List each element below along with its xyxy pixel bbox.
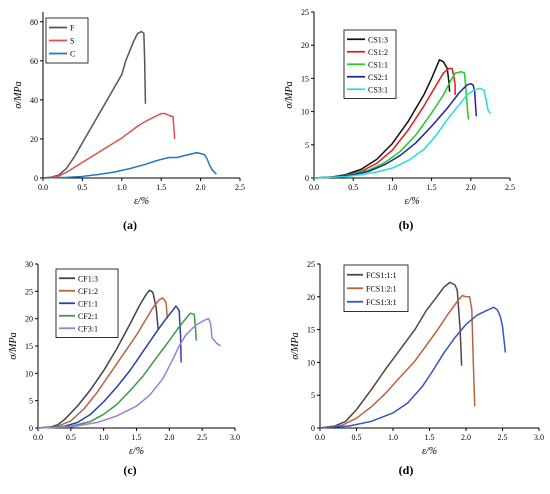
legend-label: FCS1:2:1: [366, 284, 397, 293]
y-tick-label: 60: [30, 57, 38, 66]
y-tick-label: 20: [30, 135, 38, 144]
x-tick-label: 0.5: [77, 183, 87, 192]
x-tick-label: 3.0: [230, 433, 240, 442]
panel-caption: (d): [399, 463, 414, 477]
legend-label: C: [70, 50, 75, 59]
legend-label: CS1:2: [368, 48, 388, 57]
y-tick-label: 20: [307, 293, 315, 302]
legend-label: CF1:1: [78, 299, 98, 308]
y-tick-label: 0: [34, 174, 38, 183]
x-axis-label: ε/%: [129, 446, 144, 457]
x-tick-label: 1.0: [99, 433, 109, 442]
series-line-cs1-1: [313, 71, 470, 179]
y-tick-label: 5: [311, 391, 315, 400]
y-axis-label: σ/MPa: [284, 81, 295, 108]
y-tick-label: 5: [305, 141, 309, 150]
y-tick-label: 20: [25, 315, 33, 324]
y-tick-label: 30: [25, 260, 33, 269]
series-line-cf3-1: [37, 317, 221, 429]
legend-label: CS1:1: [368, 60, 388, 69]
x-axis-label: ε/%: [422, 446, 437, 457]
x-tick-label: 2.5: [498, 433, 508, 442]
x-tick-label: 2.5: [505, 183, 515, 192]
x-tick-label: 1.0: [388, 433, 398, 442]
x-tick-label: 0.5: [352, 433, 362, 442]
legend-label: CF1:3: [78, 274, 98, 283]
series-line-f: [42, 30, 147, 179]
series-line-cs3-1: [313, 87, 492, 179]
x-tick-label: 2.0: [466, 183, 476, 192]
x-tick-label: 1.0: [117, 183, 127, 192]
y-tick-label: 0: [29, 424, 33, 433]
legend-label: CF1:2: [78, 287, 98, 296]
x-tick-label: 1.0: [387, 183, 397, 192]
panel-b: 0.0 0.5 1.0 1.5 2.0 2.5 0 5 10 15 20 25 ε/% σ/MPa CS1:…: [284, 8, 515, 232]
legend-label: F: [70, 24, 75, 33]
x-tick-label: 0.5: [348, 183, 358, 192]
x-tick-label: 3.0: [534, 433, 544, 442]
x-tick-label: 2.0: [196, 183, 206, 192]
series-line-fcs1-1-1: [319, 281, 463, 429]
legend-label: FCS1:1:1: [366, 271, 397, 280]
legend-label: S: [70, 37, 74, 46]
y-tick-label: 15: [301, 74, 309, 83]
series-line-cf1-3: [37, 289, 159, 429]
x-tick-label: 1.5: [427, 183, 437, 192]
x-tick-label: 2.0: [164, 433, 174, 442]
series-line-cs1-3: [313, 59, 451, 179]
x-tick-label: 0.0: [309, 183, 319, 192]
legend-label: CF3:1: [78, 324, 98, 333]
y-tick-label: 25: [307, 260, 315, 269]
x-tick-label: 2.5: [197, 433, 207, 442]
series-line-fcs1-3-1: [319, 306, 507, 429]
series-line-fcs1-2-1: [319, 294, 476, 429]
y-tick-label: 0: [305, 174, 309, 183]
x-tick-label: 2.5: [235, 183, 245, 192]
y-axis-label: σ/MPa: [290, 332, 301, 359]
series-line-cf1-2: [37, 297, 169, 429]
x-tick-label: 0.0: [38, 183, 48, 192]
series-line-cf2-1: [37, 312, 198, 429]
panel-a: 0.0 0.5 1.0 1.5 2.0 2.5 0 20 40 60 80 ε/% σ/MPa FSC (a…: [13, 12, 245, 232]
series-line-c: [42, 151, 217, 179]
legend-label: CS3:1: [368, 85, 388, 94]
panel-c: 0.0 0.5 1.0 1.5 2.0 2.5 3.0 0 5 10 15 20 25 30 ε/% σ/MP…: [8, 260, 240, 477]
legend-label: FCS1:3:1: [366, 298, 397, 307]
y-tick-label: 20: [301, 41, 309, 50]
x-tick-label: 0.0: [315, 433, 325, 442]
panel-caption: (b): [399, 218, 414, 232]
panel-caption: (c): [123, 463, 136, 477]
series-line-cf1-1: [37, 305, 182, 429]
legend-label: CF2:1: [78, 312, 98, 321]
y-tick-label: 25: [25, 287, 33, 296]
x-axis-label: ε/%: [404, 196, 419, 207]
y-axis-label: σ/MPa: [8, 332, 19, 359]
y-tick-label: 15: [25, 342, 33, 351]
x-tick-label: 1.5: [156, 183, 166, 192]
y-tick-label: 15: [307, 326, 315, 335]
y-tick-label: 10: [307, 358, 315, 367]
x-tick-label: 0.0: [33, 433, 43, 442]
x-tick-label: 1.5: [425, 433, 435, 442]
x-tick-label: 0.5: [66, 433, 76, 442]
x-tick-label: 2.0: [461, 433, 471, 442]
legend-label: CS2:1: [368, 73, 388, 82]
x-axis-label: ε/%: [134, 196, 149, 207]
y-tick-label: 10: [25, 369, 33, 378]
y-tick-label: 80: [30, 18, 38, 27]
y-axis-label: σ/MPa: [13, 81, 24, 108]
y-tick-label: 40: [30, 96, 38, 105]
series-line-s: [42, 112, 176, 179]
series-line-cs2-1: [313, 82, 478, 179]
y-tick-label: 0: [311, 424, 315, 433]
y-tick-label: 5: [29, 397, 33, 406]
legend-label: CS1:3: [368, 35, 388, 44]
panel-caption: (a): [123, 218, 137, 232]
y-tick-label: 25: [301, 8, 309, 17]
panel-d: 0.0 0.5 1.0 1.5 2.0 2.5 3.0 0 5 10 15 20 25 ε/% σ/MPa F…: [290, 260, 544, 477]
x-tick-label: 1.5: [132, 433, 142, 442]
y-tick-label: 10: [301, 108, 309, 117]
